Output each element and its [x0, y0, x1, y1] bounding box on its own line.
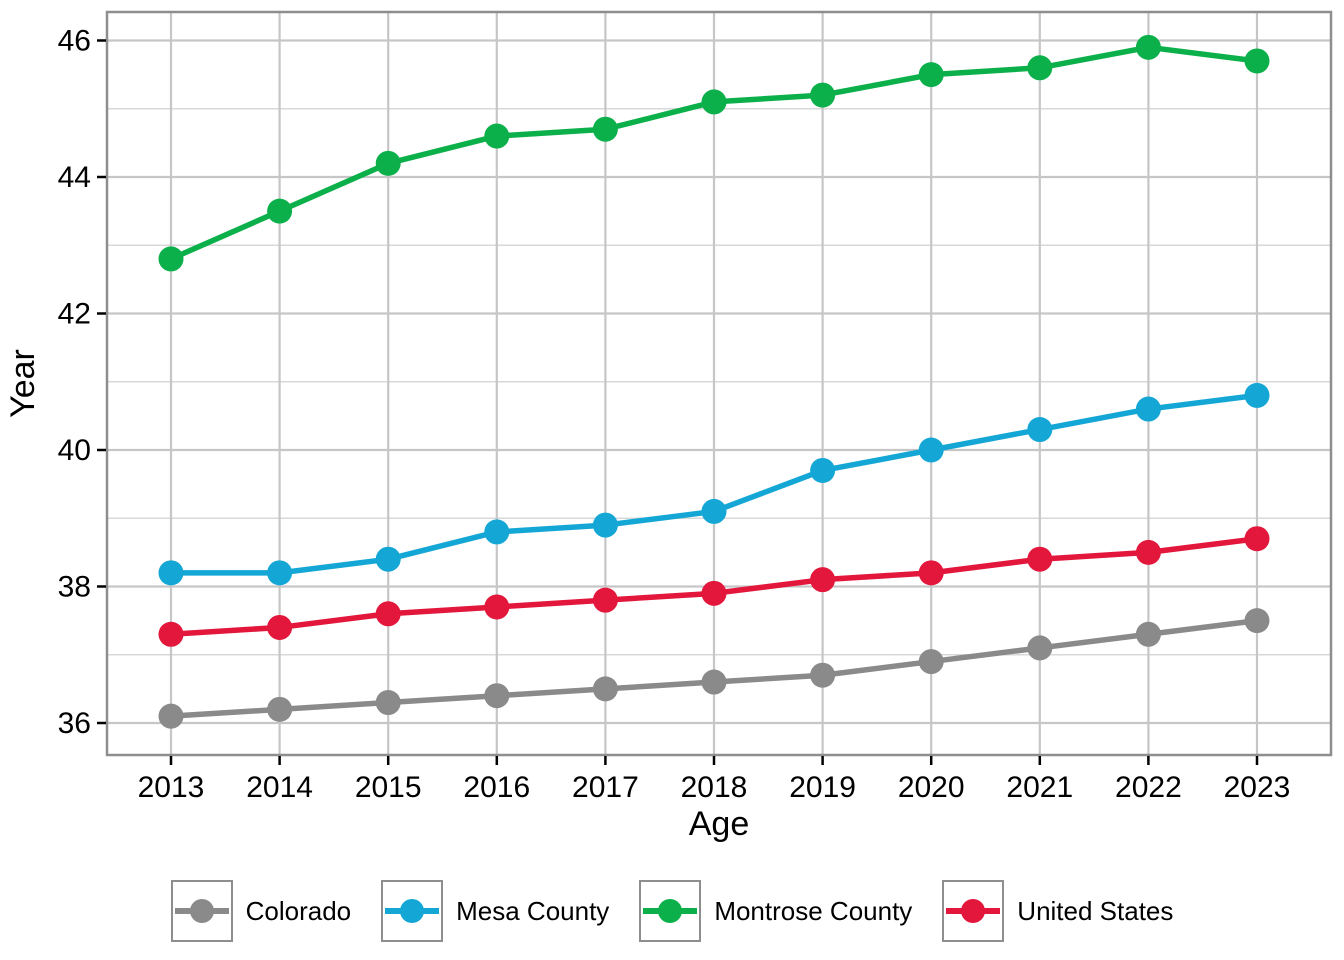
y-axis: 36 38 40 42 44 46	[58, 25, 106, 740]
y-tick-label-42: 42	[58, 298, 91, 331]
x-axis-title: Age	[689, 805, 750, 843]
data-point-mesa-county-2014	[267, 560, 293, 586]
x-tick-label-2022: 2022	[1115, 771, 1182, 804]
data-point-mesa-county-2023	[1244, 382, 1270, 408]
legend-label-united-states: United States	[1017, 896, 1174, 926]
x-tick-label-2015: 2015	[355, 771, 422, 804]
y-tick-label-46: 46	[58, 25, 91, 58]
legend-item-mesa-county: Mesa County	[381, 880, 609, 942]
y-axis-title: Year	[4, 349, 42, 418]
legend-label-montrose-county: Montrose County	[714, 896, 913, 926]
data-point-colorado-2020	[918, 649, 944, 675]
data-point-united-states-2021	[1027, 546, 1053, 572]
data-point-colorado-2015	[375, 690, 401, 716]
x-tick-label-2018: 2018	[681, 771, 748, 804]
legend-label-mesa-county: Mesa County	[456, 896, 610, 926]
data-point-colorado-2016	[484, 683, 510, 709]
data-point-montrose-county-2020	[918, 62, 944, 88]
x-tick-label-2017: 2017	[572, 771, 639, 804]
panel-border	[105, 10, 1333, 757]
legend: Colorado Mesa County Montrose County Uni…	[0, 880, 1344, 942]
legend-item-montrose-county: Montrose County	[639, 880, 912, 942]
x-tick-label-2023: 2023	[1224, 771, 1291, 804]
data-point-montrose-county-2013	[158, 246, 184, 272]
data-point-colorado-2018	[701, 669, 727, 695]
data-point-montrose-county-2015	[375, 150, 401, 176]
data-point-united-states-2014	[267, 614, 293, 640]
x-tick-label-2020: 2020	[898, 771, 965, 804]
x-axis: 2013 2014 2015 2016 2017 2018 2019 2020 2021 2022…	[138, 756, 1291, 804]
legend-key-point	[189, 899, 214, 923]
data-point-montrose-county-2023	[1244, 48, 1270, 74]
data-point-mesa-county-2019	[810, 457, 836, 483]
legend-key-colorado-icon	[170, 880, 233, 942]
data-point-montrose-county-2014	[267, 198, 293, 224]
line-chart: 2013 2014 2015 2016 2017 2018 2019 2020 2021 2022…	[4, 10, 1333, 843]
data-point-mesa-county-2016	[484, 519, 510, 545]
data-point-united-states-2015	[375, 601, 401, 627]
y-tick-label-44: 44	[58, 161, 91, 194]
data-point-united-states-2019	[810, 567, 836, 593]
series-mesa-county	[158, 382, 1270, 586]
y-tick-label-36: 36	[58, 707, 91, 740]
legend-item-united-states: United States	[942, 880, 1173, 942]
data-point-colorado-2022	[1135, 621, 1161, 647]
series-colorado	[158, 608, 1270, 729]
legend-key-point	[658, 899, 683, 923]
legend-key-united-states-icon	[942, 880, 1005, 942]
data-point-montrose-county-2017	[592, 116, 618, 142]
data-point-colorado-2014	[267, 696, 293, 722]
data-point-montrose-county-2021	[1027, 55, 1053, 81]
data-point-colorado-2023	[1244, 608, 1270, 634]
data-point-mesa-county-2015	[375, 546, 401, 572]
y-tick-label-38: 38	[58, 571, 91, 604]
data-point-mesa-county-2013	[158, 560, 184, 586]
x-tick-label-2013: 2013	[138, 771, 205, 804]
data-point-mesa-county-2017	[592, 512, 618, 538]
data-point-colorado-2013	[158, 703, 184, 729]
data-point-united-states-2023	[1244, 526, 1270, 552]
legend-key-point	[961, 899, 986, 923]
data-point-colorado-2017	[592, 676, 618, 702]
data-point-united-states-2020	[918, 560, 944, 586]
data-point-united-states-2016	[484, 594, 510, 620]
data-point-united-states-2017	[592, 587, 618, 613]
data-point-colorado-2019	[810, 662, 836, 688]
data-point-colorado-2021	[1027, 635, 1053, 661]
data-point-mesa-county-2021	[1027, 417, 1053, 443]
data-point-mesa-county-2022	[1135, 396, 1161, 422]
data-point-montrose-county-2022	[1135, 34, 1161, 60]
legend-key-point	[400, 899, 425, 923]
x-tick-label-2019: 2019	[789, 771, 856, 804]
data-point-united-states-2013	[158, 621, 184, 647]
legend-label-colorado: Colorado	[245, 896, 352, 926]
data-point-montrose-county-2016	[484, 123, 510, 149]
legend-item-colorado: Colorado	[170, 880, 352, 942]
x-tick-label-2016: 2016	[463, 771, 530, 804]
data-point-mesa-county-2020	[918, 437, 944, 463]
data-point-montrose-county-2019	[810, 82, 836, 108]
data-point-montrose-county-2018	[701, 89, 727, 115]
series-montrose-county	[158, 34, 1270, 272]
x-tick-label-2021: 2021	[1006, 771, 1073, 804]
data-point-mesa-county-2018	[701, 498, 727, 524]
y-tick-label-40: 40	[58, 434, 91, 467]
x-tick-label-2014: 2014	[246, 771, 313, 804]
data-point-united-states-2022	[1135, 539, 1161, 565]
series-united-states	[158, 526, 1270, 647]
data-point-united-states-2018	[701, 580, 727, 606]
legend-key-montrose-county-icon	[639, 880, 702, 942]
legend-key-mesa-county-icon	[381, 880, 444, 942]
